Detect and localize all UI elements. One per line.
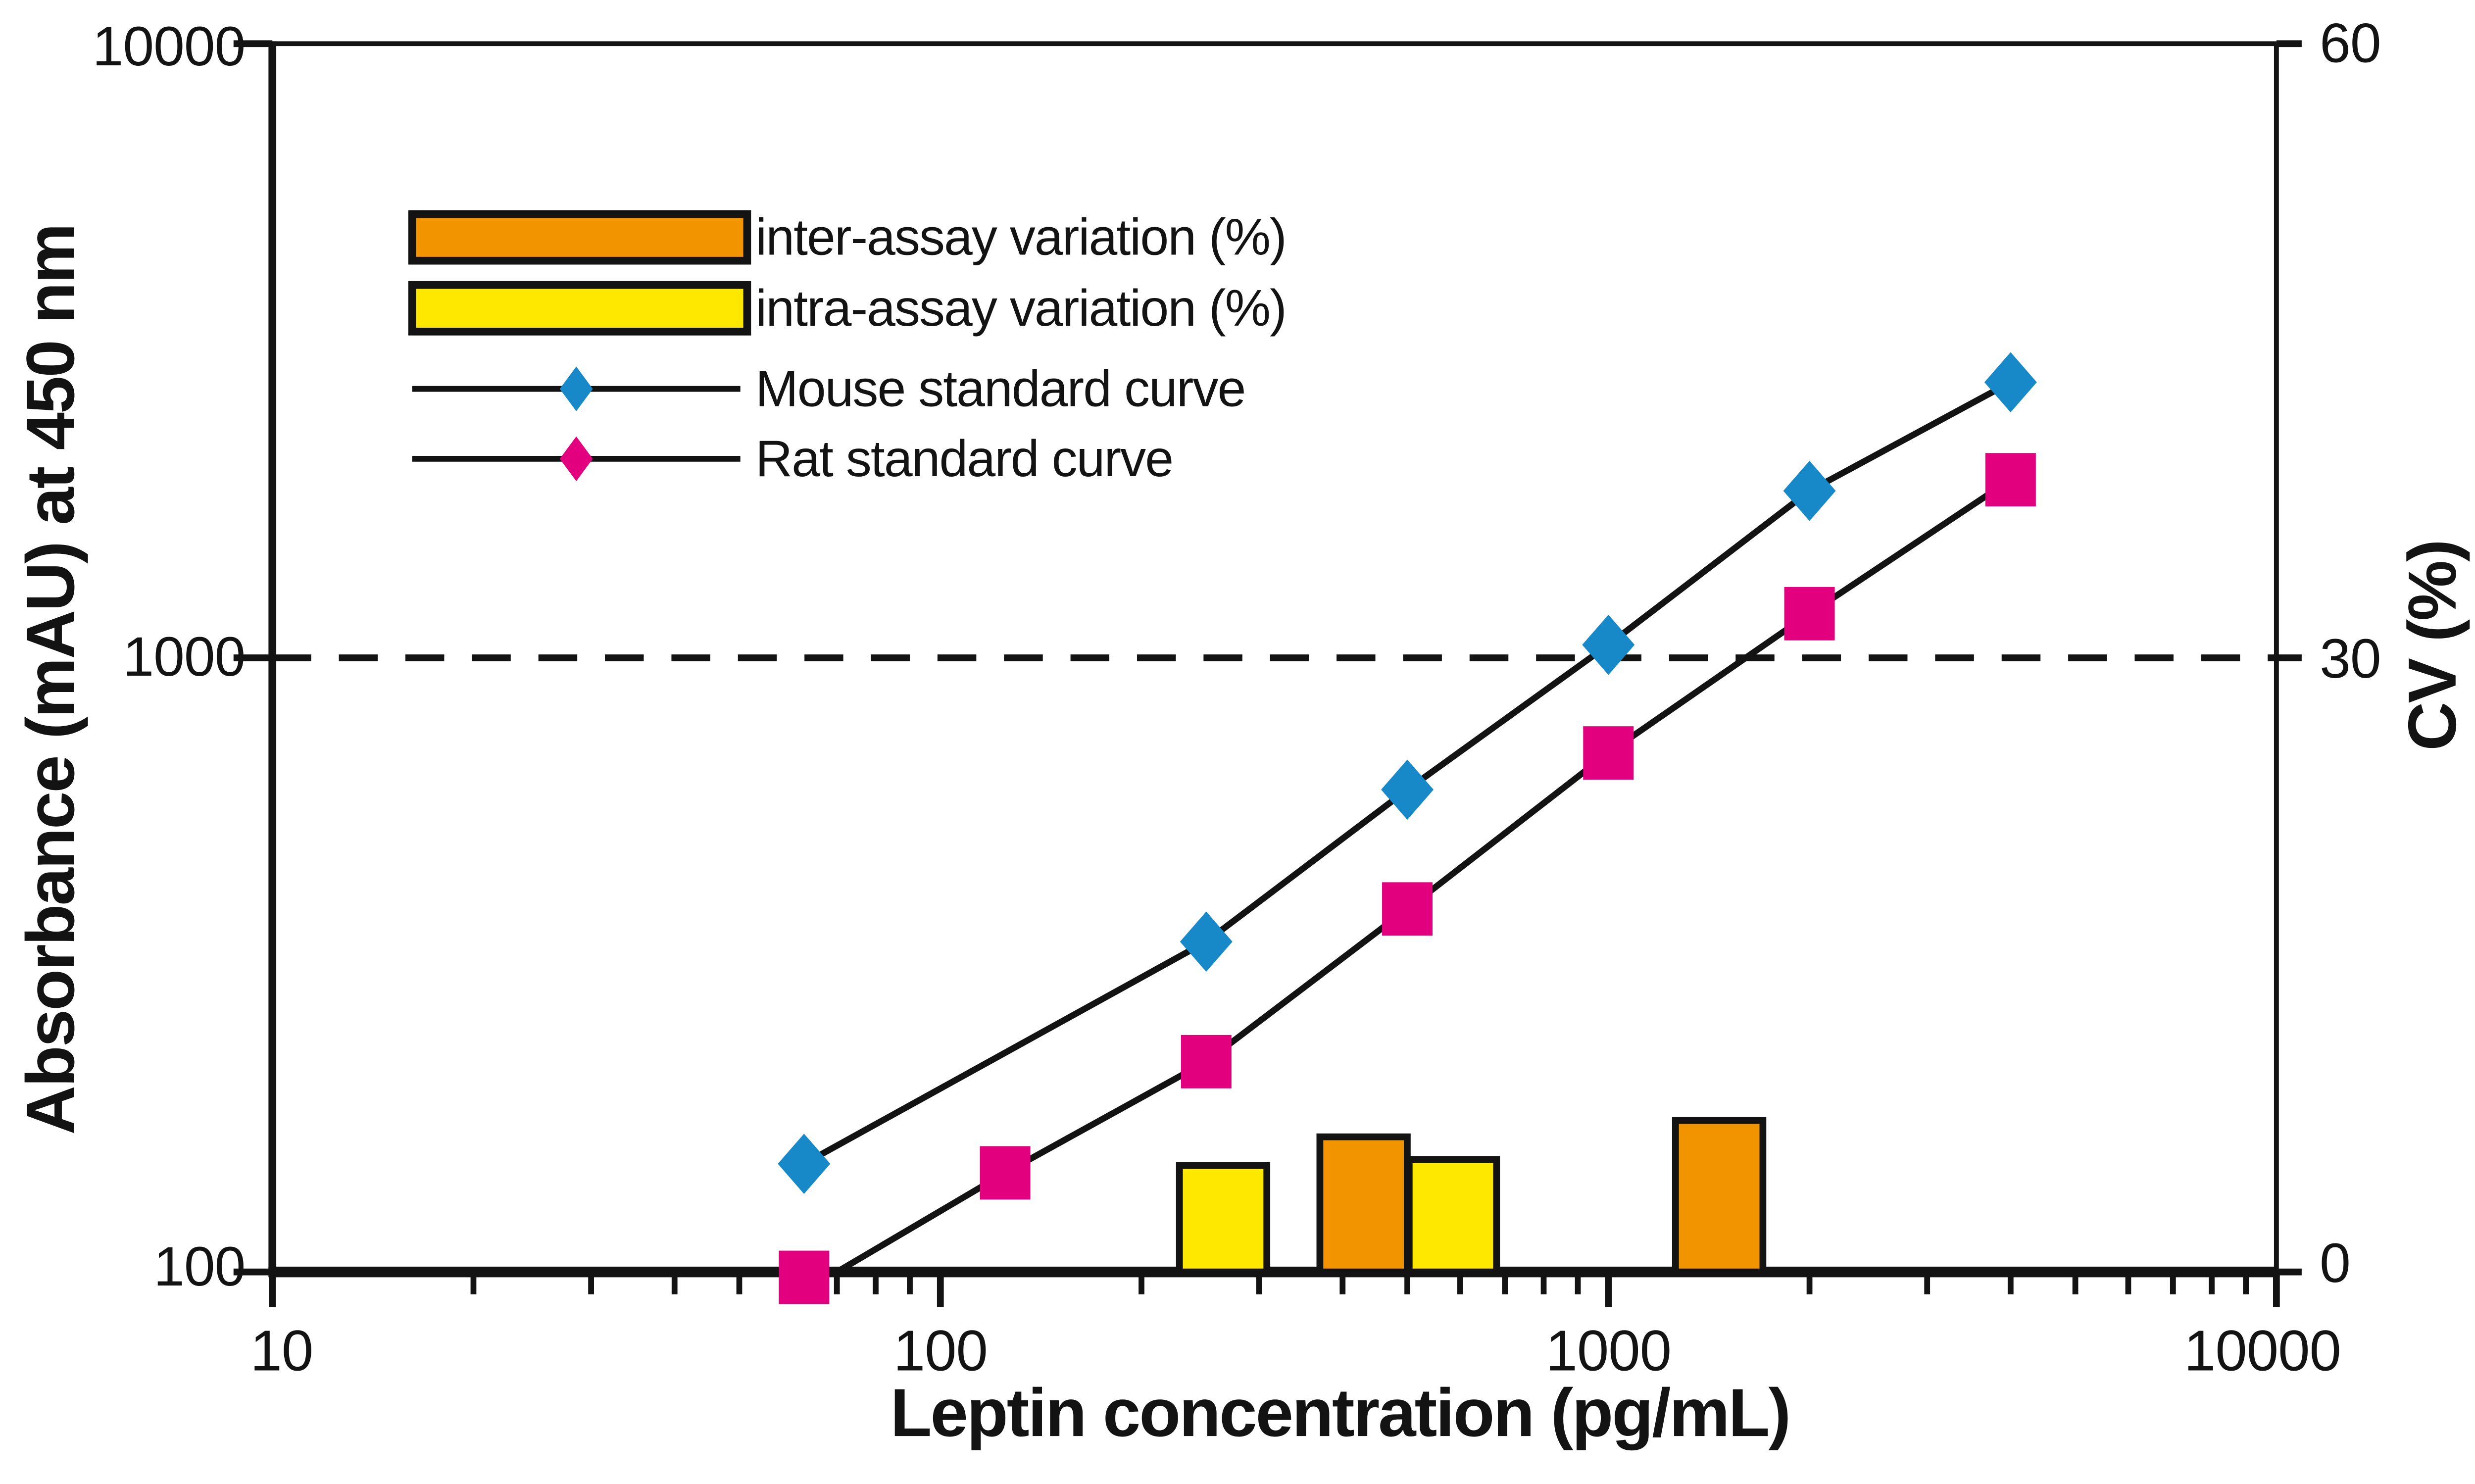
rat-data-point-square [1382,882,1433,936]
inter-assay-variation-bar [1316,1133,1411,1276]
inter-assay-variation-bar [1672,1117,1767,1276]
y-right-tick-30: 30 [2320,627,2380,690]
mouse-data-point-diamond [778,1134,831,1194]
x-axis-title: Leptin concentration (pg/mL) [891,1375,1790,1451]
mouse-data-point-diamond [1381,759,1434,820]
mouse-data-point-diamond [1180,911,1233,972]
x-tick-1000: 1000 [1546,1319,1672,1383]
series-layer [778,352,2037,1304]
legend-marker-diamond [559,366,593,411]
legend-swatch-intra-assay [408,281,751,336]
mouse-data-point-diamond [1783,460,1836,521]
x-tick-10000: 10000 [2184,1319,2341,1383]
rat-data-point-square [1784,587,1835,641]
bars-layer [1176,1117,1767,1276]
axis-tick-labels: 10000 1000 100 60 30 0 10 100 1000 10000 [93,11,2381,1383]
x-tick-100: 100 [893,1319,988,1383]
y-left-axis-title: Absorbance (mAU) at 450 nm [13,225,89,1135]
mouse-standard-curve-line [802,379,2012,1167]
y-left-tick-1000: 1000 [123,625,245,688]
legend-label-inter-assay: inter-assay variation (%) [755,209,1286,266]
y-right-tick-60: 60 [2320,11,2380,74]
mouse-data-point-diamond [1582,614,1635,675]
y-left-tick-100: 100 [153,1235,245,1297]
intra-assay-variation-bar [1405,1156,1500,1276]
y-right-tick-0: 0 [2320,1232,2350,1294]
legend-label-mouse-curve: Mouse standard curve [755,360,1245,418]
legend-marker-diamond [559,436,593,481]
legend-label-intra-assay: intra-assay variation (%) [755,280,1286,337]
mouse-data-point-diamond [1984,352,2037,413]
intra-assay-variation-bar [1176,1162,1271,1276]
legend-swatch-inter-assay [408,210,751,265]
rat-data-point-square [1583,726,1634,780]
y-right-axis-title: CV (%) [2395,541,2471,751]
legend-graphics-layer [408,210,751,481]
rat-data-point-square [779,1250,830,1304]
legend-label-rat-curve: Rat standard curve [755,430,1173,488]
x-tick-10: 10 [250,1319,313,1383]
rat-data-point-square [980,1146,1031,1200]
rat-data-point-square [1181,1035,1232,1088]
legend-labels: inter-assay variation (%) intra-assay va… [755,209,1287,488]
rat-data-point-square [1985,453,2036,507]
axis-titles: Leptin concentration (pg/mL) Absorbance … [13,225,2471,1451]
y-left-tick-10000: 10000 [93,15,246,77]
